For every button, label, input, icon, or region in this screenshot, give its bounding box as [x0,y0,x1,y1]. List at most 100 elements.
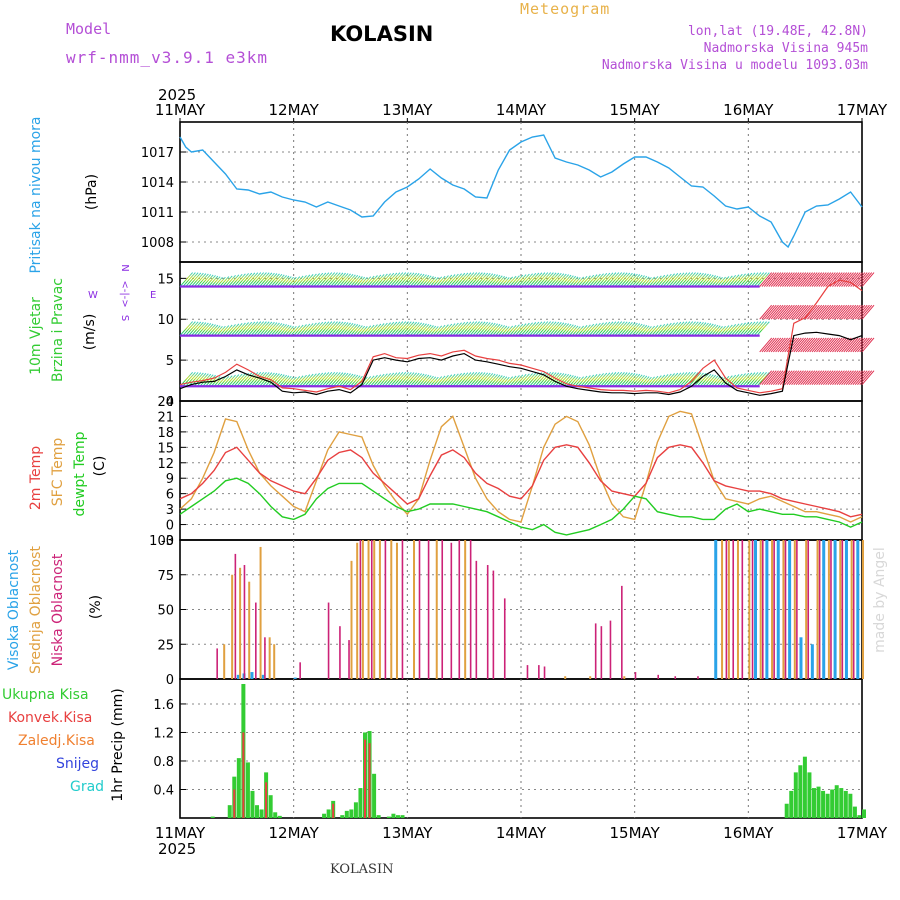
wind-barb [287,325,297,336]
wind-barb-strong [845,304,859,320]
wind-barb [367,324,378,336]
wind-barb [415,274,427,287]
precip-convective-bar [242,732,245,818]
wind-barb [509,324,520,336]
wind-barb [287,276,297,287]
wind-barb-strong [782,304,795,320]
wind-barb-strong [777,337,791,353]
wind-barb [574,376,584,387]
wind-barb [648,375,659,387]
wind-barb [367,275,378,287]
wind-barb [551,273,565,287]
wind-barb [415,323,427,336]
wind-barb-strong [847,272,861,287]
cloud-bar-high [776,540,780,679]
wind-barb [523,272,537,287]
station-title: KOLASIN [330,22,434,46]
wind-barb [614,321,628,336]
wind-barb [389,321,404,336]
wind-barb [702,323,714,336]
wind-barb [486,274,498,287]
wind-barb-strong [820,272,834,287]
precip-total-bar [843,790,848,818]
wind-barb [711,276,721,287]
wind-barb [725,324,737,336]
wind-barb-strong [809,370,823,385]
cloud-bar-low [609,620,612,679]
wind-barb-strong [779,370,793,385]
precip-total-bar [400,815,405,818]
y-tick-label: 0 [166,519,174,534]
wind-barb [304,322,317,336]
wind-barb [733,373,746,387]
wind-barb [404,321,417,336]
wind-barb-strong [829,304,843,320]
wind-barb [335,273,349,287]
wind-barb-strong [820,337,834,353]
cloud-bar-mid [839,540,842,679]
wind-barb-strong [813,304,827,320]
wind-barb [361,376,372,387]
wind-barb [483,373,496,387]
wind-barb [438,324,449,336]
wind-barb [466,272,480,287]
cloud-bar-high [833,540,837,679]
wind-barb [318,371,333,387]
wind-barb [401,321,415,336]
cloud-bar-low [216,648,218,679]
wind-barb [600,372,614,387]
precip-total-bar [391,813,396,818]
wind-barb [617,321,631,336]
wind-barb-strong [772,272,786,287]
wind-barb [449,373,462,387]
wind-barb [659,373,672,387]
wind-barb-strong [834,272,848,287]
wind-barb [662,322,675,336]
wind-dir-w: W [88,290,98,301]
wind-barb [588,373,601,387]
wind-barb-strong [759,370,773,385]
wind-barb [364,275,375,287]
wind-barb [753,371,767,387]
y-tick-label: 0.8 [153,755,174,770]
cloud-bar-high [856,540,860,679]
wind-barb [529,321,543,336]
panel-frame-pressure [179,121,863,263]
cloud-bar-mid [721,540,724,679]
wind-barb [256,321,270,336]
wind-barb [296,374,307,387]
wind-barb-strong [791,370,804,385]
cloud-bar-mid [259,546,262,679]
wind-barb [568,276,579,287]
wind-barb [244,272,259,287]
wind-barb [296,275,307,287]
pressure-line [179,134,863,249]
wind-barb [625,373,638,387]
wind-barb [503,276,514,287]
wind-barb [264,322,278,336]
y-tick-label: 50 [157,604,174,619]
wind-barb [514,274,527,287]
wind-barb [188,372,202,387]
wind-barb [534,321,549,336]
wind-barb [639,276,650,287]
precip-total-bar [816,786,821,818]
wind-barb [722,375,733,387]
wind-barb [222,375,233,387]
y-tick-label: 1014 [141,176,174,191]
cloud-bar-low [741,540,744,679]
wind-barb [509,375,520,387]
wind-barb [185,372,199,387]
wind-barb [190,272,204,287]
wind-barb [429,277,439,287]
wind-barb [330,321,344,336]
precip-total-bar [386,816,391,818]
panel-frame-temperature [179,400,863,541]
wind-barb [705,374,716,387]
wind-barb-strong [784,272,798,287]
wind-barb [588,273,601,287]
cloud-bar-mid [435,540,438,679]
wind-barb-strong [813,337,827,353]
wind-barb-strong [861,304,875,320]
